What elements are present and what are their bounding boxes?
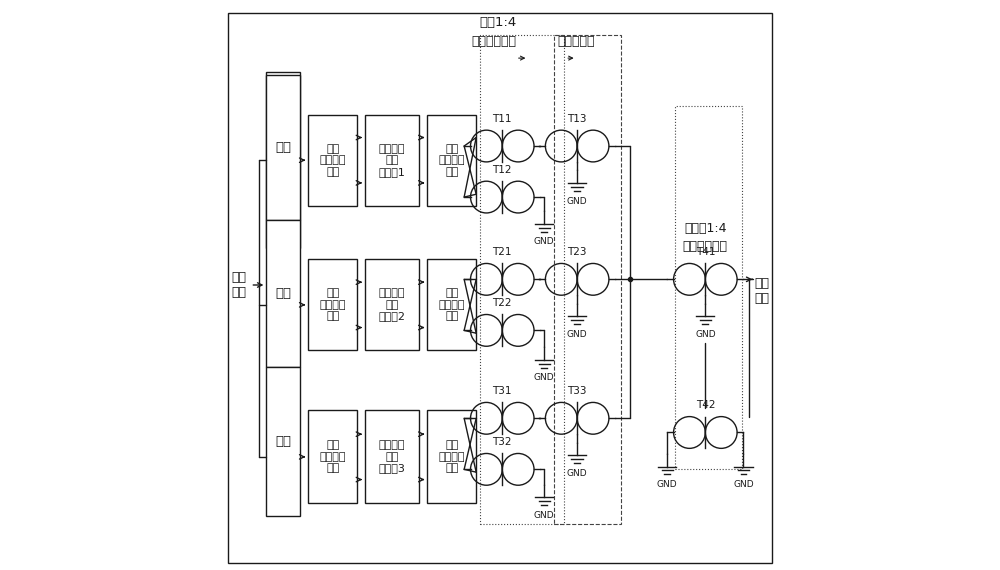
Text: GND: GND xyxy=(657,480,678,489)
Bar xyxy=(308,410,357,503)
Text: T13: T13 xyxy=(567,114,587,124)
Text: T12: T12 xyxy=(493,165,512,175)
Bar xyxy=(266,72,300,248)
Text: 输出
馈电匹配
电路: 输出 馈电匹配 电路 xyxy=(439,288,465,321)
Text: 平衡1:4: 平衡1:4 xyxy=(480,17,517,30)
Text: 三路: 三路 xyxy=(275,141,291,154)
Bar xyxy=(266,220,300,367)
Bar xyxy=(308,259,357,350)
Text: GND: GND xyxy=(733,480,754,489)
Text: T21: T21 xyxy=(493,247,512,257)
Bar xyxy=(308,115,357,206)
Bar xyxy=(365,410,419,503)
Bar xyxy=(365,259,419,350)
Text: GND: GND xyxy=(534,237,555,246)
Text: T42: T42 xyxy=(696,400,715,410)
Bar xyxy=(554,35,621,524)
Text: 输出
馈电匹配
电路: 输出 馈电匹配 电路 xyxy=(439,440,465,473)
Text: 射频微波
推挺
晶体剳1: 射频微波 推挺 晶体剳1 xyxy=(379,144,406,177)
Text: 输入
偏置匹配
电路: 输入 偏置匹配 电路 xyxy=(319,288,346,321)
Bar xyxy=(427,115,476,206)
Text: T31: T31 xyxy=(493,386,512,396)
Text: GND: GND xyxy=(695,330,716,339)
Text: GND: GND xyxy=(567,469,587,478)
Text: T41: T41 xyxy=(696,247,715,257)
Text: T11: T11 xyxy=(493,114,512,124)
Text: 射频
输入: 射频 输入 xyxy=(232,271,247,299)
Text: 非平衡1:4: 非平衡1:4 xyxy=(684,222,727,235)
Text: 射频微波
推挺
晶体剳2: 射频微波 推挺 晶体剳2 xyxy=(379,288,406,321)
Text: 输入
偏置匹配
电路: 输入 偏置匹配 电路 xyxy=(319,440,346,473)
Text: GND: GND xyxy=(567,330,587,339)
Text: GND: GND xyxy=(534,373,555,382)
Bar xyxy=(266,75,300,220)
Text: GND: GND xyxy=(534,511,555,520)
Bar xyxy=(675,107,742,469)
Bar xyxy=(427,410,476,503)
Text: T22: T22 xyxy=(493,298,512,308)
Text: GND: GND xyxy=(567,197,587,206)
Bar xyxy=(427,259,476,350)
Text: 同相: 同相 xyxy=(275,287,291,300)
Text: T32: T32 xyxy=(493,437,512,447)
Text: 传输线变压器: 传输线变压器 xyxy=(683,240,728,253)
Text: T33: T33 xyxy=(567,386,587,396)
Text: 传输线变压器: 传输线变压器 xyxy=(472,35,517,47)
Text: 射频微波
推挺
晶体剳3: 射频微波 推挺 晶体剳3 xyxy=(379,440,406,473)
Text: 输出
馈电匹配
电路: 输出 馈电匹配 电路 xyxy=(439,144,465,177)
Bar xyxy=(480,35,564,524)
Text: 输入
偏置匹配
电路: 输入 偏置匹配 电路 xyxy=(319,144,346,177)
Text: 分配: 分配 xyxy=(275,435,291,449)
Bar xyxy=(266,367,300,516)
Text: 射频
输出: 射频 输出 xyxy=(755,276,770,305)
Bar xyxy=(365,115,419,206)
Text: T23: T23 xyxy=(567,247,587,257)
Text: 传输线巴伦: 传输线巴伦 xyxy=(558,35,595,47)
